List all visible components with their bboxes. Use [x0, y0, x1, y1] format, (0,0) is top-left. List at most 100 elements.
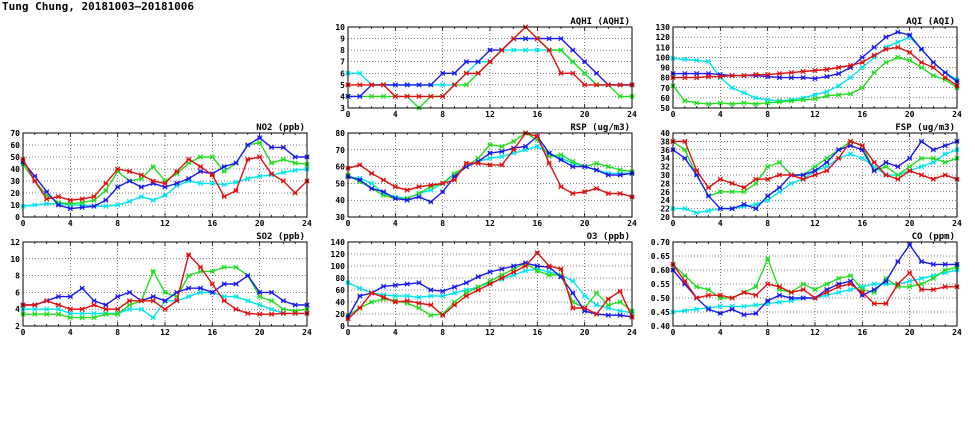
data-point	[741, 303, 747, 310]
data-point	[918, 138, 925, 145]
data-point	[451, 284, 458, 290]
series-line-green	[347, 262, 633, 316]
data-point	[233, 281, 239, 287]
plot-frame	[672, 132, 958, 218]
y-tick-label: 30	[335, 213, 345, 222]
x-tick-label: 24	[952, 328, 962, 337]
x-tick-label: 20	[905, 110, 915, 119]
data-point	[570, 70, 576, 76]
y-tick-label: 40	[660, 129, 670, 138]
y-tick-label: 40	[335, 298, 345, 307]
data-point	[245, 310, 251, 317]
data-point	[871, 300, 877, 307]
data-point	[617, 167, 623, 173]
y-tick-label: 40	[10, 165, 20, 174]
y-tick-label: 20	[335, 310, 345, 319]
data-point	[463, 280, 469, 286]
data-point	[245, 175, 251, 182]
data-point	[558, 266, 564, 272]
data-point	[126, 298, 133, 304]
data-point	[918, 275, 925, 282]
data-point	[694, 295, 700, 301]
data-point	[812, 168, 818, 174]
data-point	[682, 278, 688, 284]
data-point	[67, 293, 73, 300]
data-point	[729, 72, 735, 79]
data-point	[883, 159, 889, 166]
x-tick-label: 8	[440, 219, 445, 228]
data-point	[717, 73, 723, 80]
data-point	[907, 49, 913, 55]
data-point	[558, 70, 564, 76]
data-point	[741, 184, 747, 191]
data-point	[451, 177, 458, 183]
data-point	[776, 284, 783, 290]
data-point	[126, 302, 133, 308]
x-tick-label: 4	[393, 219, 398, 228]
data-point	[918, 258, 925, 265]
data-point	[499, 148, 505, 155]
data-point	[126, 168, 133, 175]
page-title: Tung Chung, 20181003–20181006	[2, 0, 195, 13]
data-point	[753, 71, 759, 78]
data-point	[369, 299, 375, 305]
x-tick-label: 12	[485, 219, 495, 228]
data-point	[268, 160, 275, 166]
data-point	[91, 298, 97, 304]
data-point	[824, 89, 830, 95]
x-tick-label: 16	[208, 328, 218, 337]
data-point	[847, 138, 854, 145]
chart-co: 0 4 8 12 16 20 24 0.40 0.45 0.50 0.55 0.60 0.65 0.70 C…	[651, 232, 962, 337]
data-point	[942, 284, 948, 290]
data-point	[292, 167, 298, 173]
y-tick-label: 60	[10, 141, 20, 150]
data-point	[776, 99, 783, 105]
data-point	[729, 205, 735, 212]
data-point	[416, 93, 422, 100]
data-point	[280, 298, 286, 304]
y-tick-label: 0.70	[651, 238, 670, 247]
data-point	[91, 203, 97, 209]
data-point	[511, 263, 517, 269]
x-tick-label: 0	[21, 219, 26, 228]
chart-title: SO2 (ppb)	[256, 232, 305, 242]
data-point	[369, 180, 375, 187]
y-tick-label: 20	[660, 213, 670, 222]
data-point	[942, 261, 948, 268]
data-point	[859, 155, 865, 161]
data-point	[593, 82, 600, 88]
y-tick-label: 32	[660, 163, 670, 172]
data-point	[209, 281, 215, 287]
y-tick-label: 10	[10, 255, 20, 264]
y-tick-label: 3	[340, 104, 345, 113]
data-point	[593, 302, 600, 308]
y-tick-label: 6	[340, 69, 345, 78]
data-point	[369, 290, 375, 296]
data-point	[522, 35, 529, 42]
data-point	[126, 178, 133, 184]
data-point	[753, 101, 759, 107]
data-point	[859, 142, 865, 149]
y-tick-label: 50	[660, 104, 670, 113]
data-point	[824, 93, 830, 99]
y-tick-label: 100	[331, 262, 346, 271]
data-point	[392, 282, 398, 288]
data-point	[197, 285, 204, 291]
data-point	[357, 293, 363, 299]
data-point	[546, 35, 552, 42]
data-point	[428, 293, 434, 299]
data-point	[55, 193, 62, 200]
data-point	[682, 307, 688, 314]
data-point	[753, 201, 759, 208]
x-tick-label: 24	[952, 219, 962, 228]
data-point	[174, 298, 180, 304]
data-point	[788, 98, 794, 104]
data-point	[694, 70, 700, 77]
y-tick-label: 30	[660, 171, 670, 180]
data-point	[463, 70, 469, 76]
data-point	[729, 85, 735, 91]
data-point	[859, 54, 865, 60]
data-point	[292, 154, 298, 160]
data-point	[546, 47, 552, 53]
